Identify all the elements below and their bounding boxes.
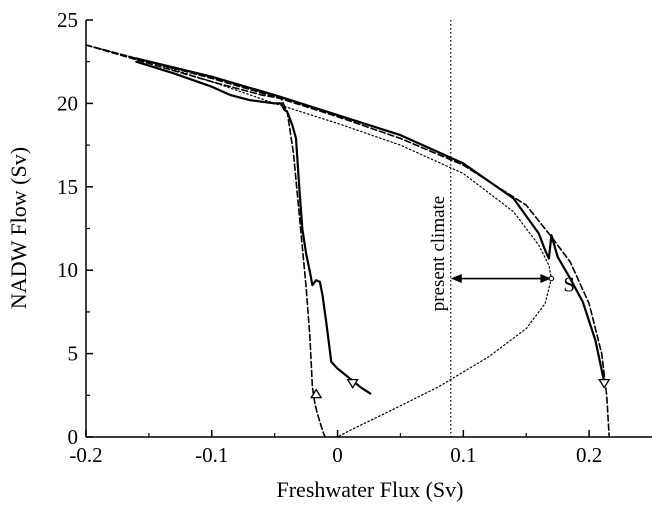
x-tick-label: -0.2 — [69, 443, 102, 467]
markers — [310, 274, 611, 399]
arrow-head-left — [450, 274, 462, 284]
y-tick-label: 0 — [68, 425, 79, 449]
axes — [85, 20, 652, 438]
triangle-marker-3 — [598, 378, 611, 389]
series-line-4 — [85, 44, 611, 438]
x-axis-title: Freshwater Flux (Sv) — [277, 477, 464, 502]
arrow-head-right — [540, 274, 552, 284]
series-line-1 — [135, 60, 372, 395]
y-tick-label: 25 — [57, 8, 78, 32]
triangle-marker-2 — [346, 378, 359, 389]
y-tick-label: 5 — [68, 342, 79, 366]
ticks: -0.2 -0.1 0 0.1 0.2 0 5 10 15 20 25 — [57, 8, 602, 467]
series-line-2 — [135, 57, 606, 384]
x-tick-label: -0.1 — [195, 443, 228, 467]
x-tick-label: 0.2 — [576, 443, 602, 467]
x-tick-label: 0.1 — [450, 443, 476, 467]
present-climate-label: present climate — [428, 196, 449, 312]
y-tick-label: 15 — [57, 175, 78, 199]
y-axis-title: NADW Flow (Sv) — [6, 147, 31, 309]
triangle-marker-1 — [310, 388, 323, 399]
point-s-marker — [548, 275, 555, 282]
y-tick-label: 20 — [57, 91, 78, 115]
series-line-5 — [85, 44, 553, 438]
series-line-3 — [85, 44, 326, 438]
y-tick-label: 10 — [57, 258, 78, 282]
point-s-label: S — [563, 273, 575, 297]
x-tick-label: 0 — [332, 443, 343, 467]
plot-lines — [85, 20, 611, 438]
